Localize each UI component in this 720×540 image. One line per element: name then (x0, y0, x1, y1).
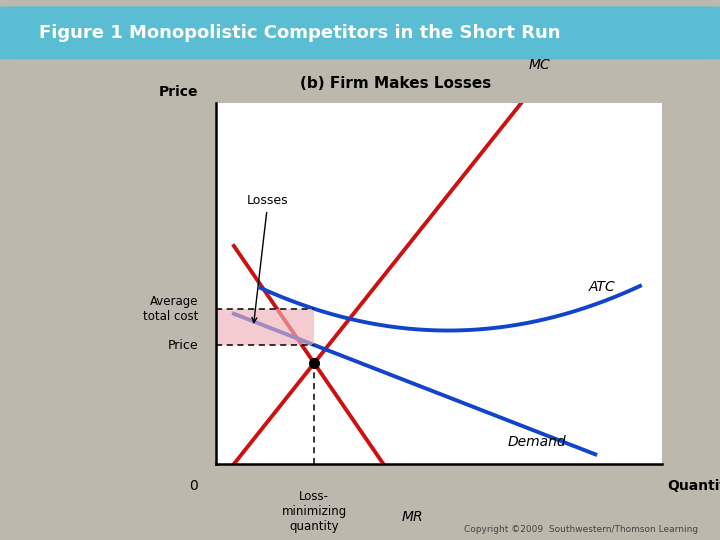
Text: Copyright ©2009  Southwestern/Thomson Learning: Copyright ©2009 Southwestern/Thomson Lea… (464, 524, 698, 534)
Text: Losses: Losses (247, 194, 289, 322)
Text: MR: MR (402, 510, 423, 524)
Text: ATC: ATC (589, 280, 616, 294)
Text: Demand: Demand (508, 435, 567, 449)
Text: Loss-
minimizing
quantity: Loss- minimizing quantity (282, 490, 347, 533)
Text: (b) Firm Makes Losses: (b) Firm Makes Losses (300, 76, 492, 91)
Text: Average
total cost: Average total cost (143, 295, 198, 323)
FancyBboxPatch shape (0, 6, 720, 59)
Text: Price: Price (168, 339, 198, 352)
Text: Price: Price (158, 85, 198, 99)
Text: Quantity: Quantity (667, 479, 720, 493)
Bar (216, 309, 314, 345)
Text: MC: MC (528, 58, 551, 72)
Text: 0: 0 (189, 479, 198, 493)
Text: Figure 1 Monopolistic Competitors in the Short Run: Figure 1 Monopolistic Competitors in the… (39, 24, 560, 42)
